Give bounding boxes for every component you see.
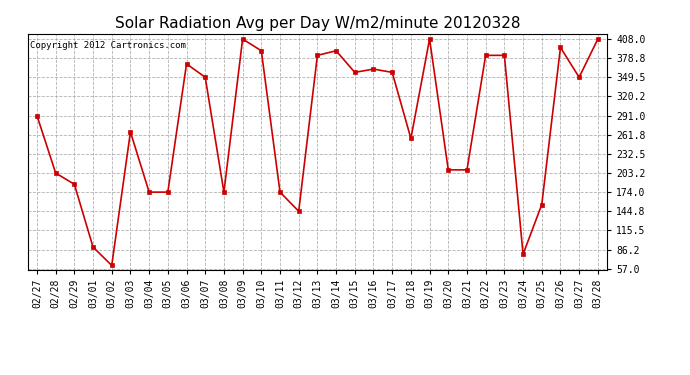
- Title: Solar Radiation Avg per Day W/m2/minute 20120328: Solar Radiation Avg per Day W/m2/minute …: [115, 16, 520, 31]
- Text: Copyright 2012 Cartronics.com: Copyright 2012 Cartronics.com: [30, 41, 186, 50]
